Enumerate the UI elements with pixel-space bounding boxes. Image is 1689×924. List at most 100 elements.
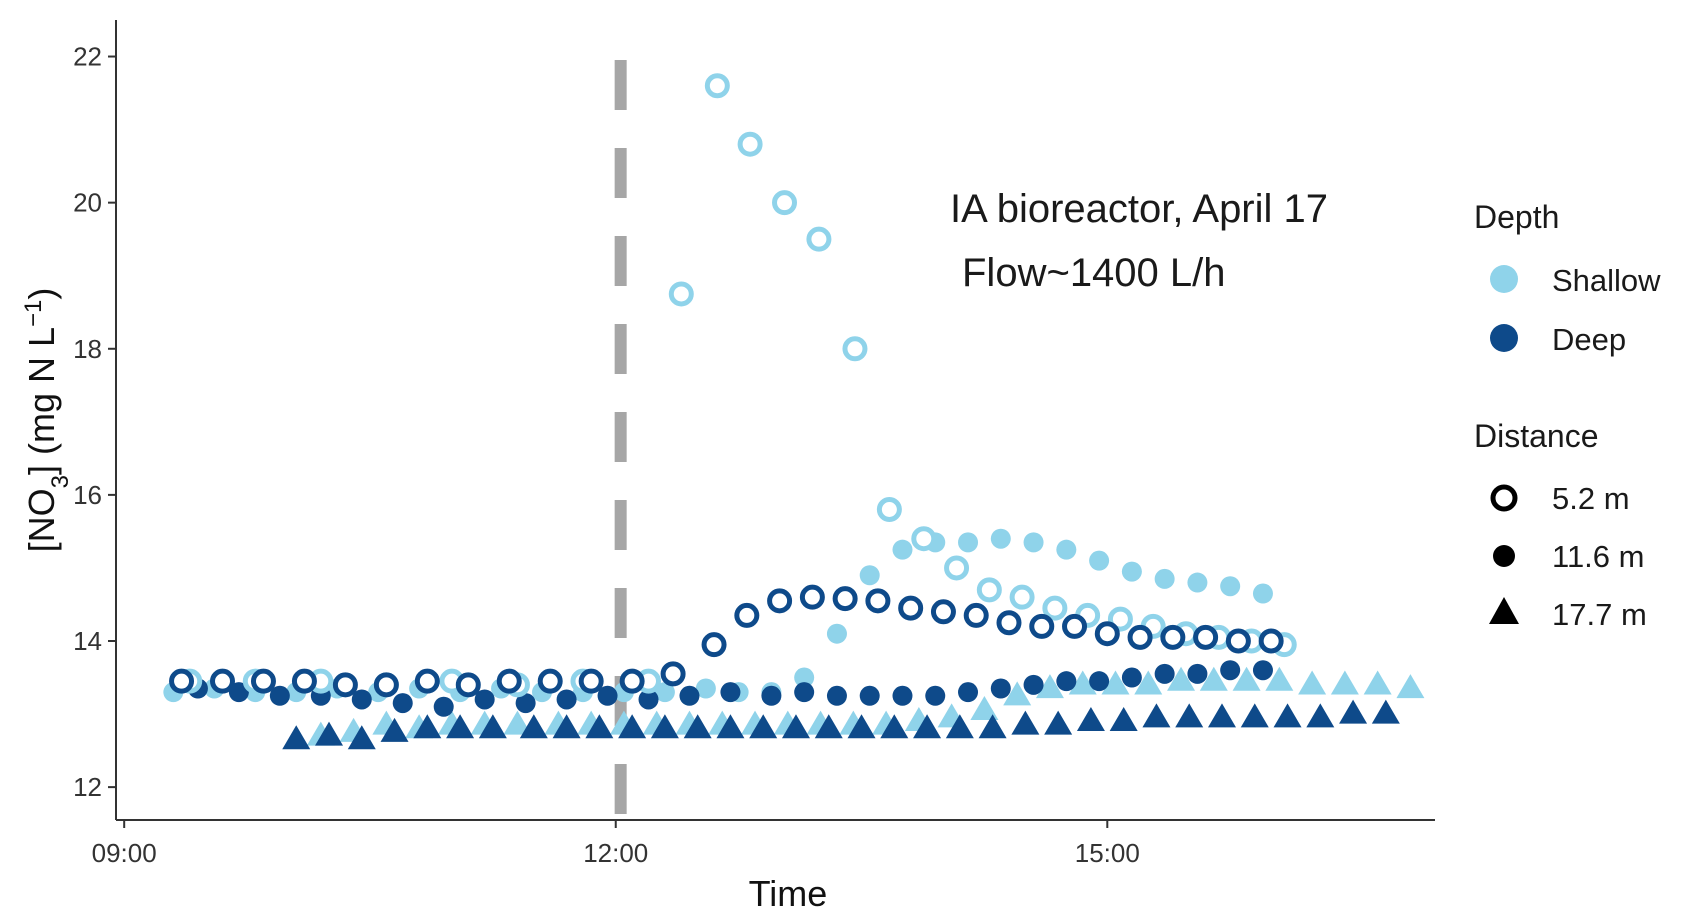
data-point-ring <box>1009 584 1035 610</box>
data-point-triangle <box>315 721 344 746</box>
data-point-triangle <box>413 714 442 739</box>
data-point-triangle <box>478 714 507 739</box>
legend-11-6m-label: 11.6 m <box>1552 539 1644 574</box>
data-point-dot <box>433 696 454 717</box>
data-point-triangle <box>519 714 548 739</box>
plot-panel: 12 14 16 18 20 22 09:00 12:00 15:00 <box>73 20 1435 868</box>
data-point-triangle <box>880 714 909 739</box>
data-point-dot <box>720 682 741 703</box>
data-point-dot <box>826 685 847 706</box>
data-point-triangle <box>347 725 376 750</box>
y-tick-label: 20 <box>73 188 102 218</box>
series-deep-ring <box>169 584 1284 698</box>
data-point-triangle <box>913 714 942 739</box>
data-point-ring <box>332 672 358 698</box>
data-points <box>163 73 1425 750</box>
data-point-ring <box>865 588 891 614</box>
data-point-triangle <box>1003 681 1032 706</box>
data-point-dot <box>1252 660 1273 681</box>
data-point-triangle <box>552 714 581 739</box>
data-point-ring <box>704 73 730 99</box>
data-point-dot <box>990 678 1011 699</box>
data-point-dot <box>892 685 913 706</box>
annotation-flow: Flow~1400 L/h <box>962 251 1226 295</box>
data-point-dot <box>761 685 782 706</box>
data-point-ring <box>455 672 481 698</box>
data-point-triangle <box>1035 674 1064 699</box>
data-point-dot <box>1056 539 1077 560</box>
data-point-ring <box>930 599 956 625</box>
data-point-ring <box>701 632 727 658</box>
legend-distance-title: Distance <box>1474 418 1599 454</box>
data-point-ring <box>737 131 763 157</box>
data-point-ring <box>1258 628 1284 654</box>
data-point-triangle <box>446 714 475 739</box>
data-point-dot <box>958 682 979 703</box>
data-point-dot <box>1187 572 1208 593</box>
legend-ring-swatch <box>1490 484 1518 512</box>
data-point-triangle <box>1207 703 1236 728</box>
data-point-triangle <box>1167 666 1196 691</box>
data-point-ring <box>911 526 937 552</box>
data-point-dot <box>1121 561 1142 582</box>
data-point-dot <box>1154 663 1175 684</box>
data-point-ring <box>496 668 522 694</box>
data-point-dot <box>654 682 675 703</box>
data-point-triangle <box>847 714 876 739</box>
data-point-ring <box>1062 613 1088 639</box>
data-point-dot <box>794 667 815 688</box>
data-point-dot <box>1154 568 1175 589</box>
data-point-dot <box>269 685 290 706</box>
data-point-dot <box>597 685 618 706</box>
data-point-triangle <box>650 714 679 739</box>
annotation-title: IA bioreactor, April 17 <box>950 187 1328 231</box>
data-point-ring <box>668 281 694 307</box>
data-point-triangle <box>1273 703 1302 728</box>
data-point-dot <box>351 689 372 710</box>
data-point-triangle <box>1265 666 1294 691</box>
data-point-triangle <box>683 714 712 739</box>
legend-shallow-swatch <box>1490 265 1518 293</box>
legend-shallow-label: Shallow <box>1552 263 1661 298</box>
data-point-triangle <box>1371 699 1400 724</box>
data-point-triangle <box>1142 703 1171 728</box>
x-tick-label: 12:00 <box>583 838 648 868</box>
data-point-dot <box>958 532 979 553</box>
data-point-dot <box>474 689 495 710</box>
data-point-ring <box>1042 595 1068 621</box>
data-point-triangle <box>1240 703 1269 728</box>
data-point-dot <box>1056 671 1077 692</box>
data-point-ring <box>734 602 760 628</box>
data-point-ring <box>414 668 440 694</box>
data-point-ring <box>1107 606 1133 632</box>
data-point-dot <box>638 689 659 710</box>
legend-triangle-swatch <box>1489 597 1519 624</box>
legend-deep-swatch <box>1490 324 1518 352</box>
data-point-triangle <box>970 696 999 721</box>
legend-depth-title: Depth <box>1474 199 1559 235</box>
series-shallow-ring <box>177 73 1297 698</box>
data-point-triangle <box>1101 670 1130 695</box>
y-axis-title-sub: 3 <box>47 475 74 488</box>
data-point-triangle <box>814 714 843 739</box>
data-point-triangle <box>978 714 1007 739</box>
data-point-ring <box>876 496 902 522</box>
data-point-dot <box>556 689 577 710</box>
data-point-ring <box>976 577 1002 603</box>
data-point-dot <box>859 565 880 586</box>
data-point-triangle <box>1306 703 1335 728</box>
data-point-triangle <box>1298 670 1327 695</box>
data-point-dot <box>1089 671 1110 692</box>
data-point-ring <box>772 190 798 216</box>
data-point-ring <box>291 668 317 694</box>
data-point-triangle <box>1330 670 1359 695</box>
data-point-dot <box>695 678 716 699</box>
data-point-ring <box>832 586 858 612</box>
y-tick-label: 22 <box>73 42 102 72</box>
data-point-triangle <box>380 717 409 742</box>
data-point-dot <box>826 623 847 644</box>
data-point-dot <box>1220 576 1241 597</box>
data-point-dot <box>794 682 815 703</box>
legend-deep-label: Deep <box>1552 322 1626 357</box>
